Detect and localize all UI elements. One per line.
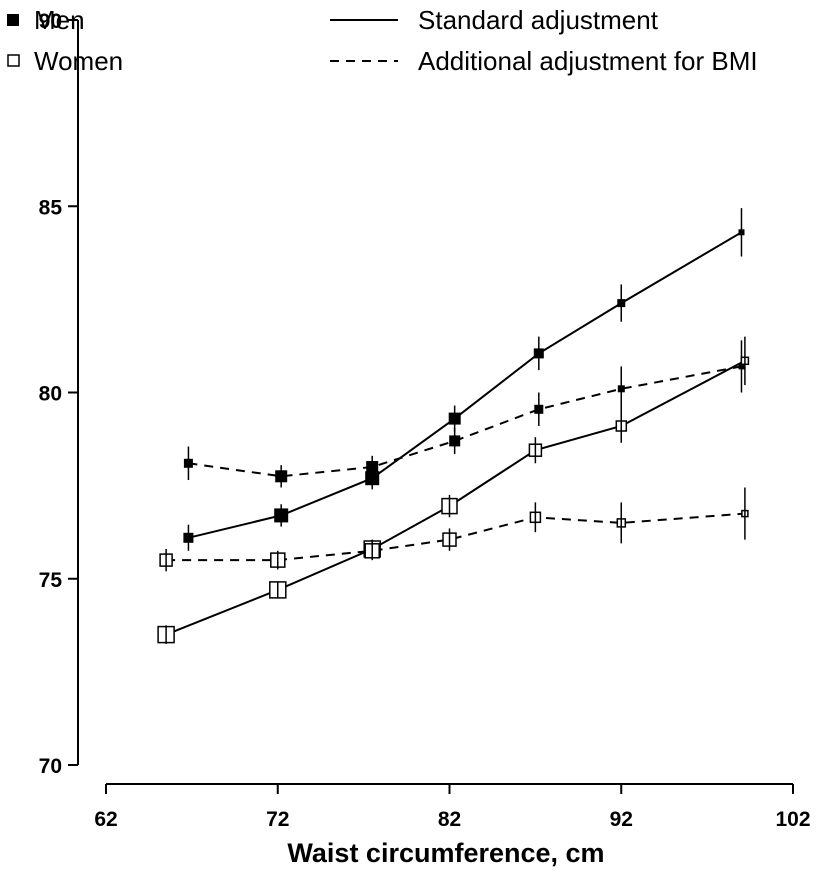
y-tick-label: 90 <box>39 10 62 33</box>
y-tick-label: 80 <box>39 383 62 406</box>
data-point <box>533 348 544 359</box>
legend: Men Women Standard adjustment Additional… <box>7 5 758 76</box>
data-point <box>617 299 626 308</box>
series-line-men-solid <box>188 231 743 539</box>
series-men-solid <box>183 208 745 551</box>
data-point <box>534 404 544 414</box>
x-tick-label: 62 <box>94 808 117 831</box>
data-point <box>275 470 288 483</box>
y-tick-label: 85 <box>39 196 63 219</box>
data-point <box>274 508 289 523</box>
x-axis-title: Waist circumference, cm <box>287 838 604 868</box>
data-point <box>183 458 193 468</box>
series-women-solid <box>157 336 750 644</box>
series-line-men-dashed <box>188 365 742 478</box>
legend-label-women: Women <box>34 46 123 76</box>
legend-marker-men <box>7 14 19 26</box>
legend-label-men: Men <box>34 5 85 35</box>
series-men-dashed <box>183 340 745 488</box>
x-tick-label: 92 <box>610 808 633 831</box>
legend-label-standard: Standard adjustment <box>418 5 659 35</box>
y-tick-label: 70 <box>39 755 62 778</box>
x-tick-label: 72 <box>266 808 289 831</box>
x-tick-label: 82 <box>438 808 461 831</box>
data-point <box>738 363 745 370</box>
series-women-dashed <box>159 487 749 572</box>
data-point <box>183 532 194 543</box>
plot-area <box>157 208 750 644</box>
y-tick-label: 75 <box>39 569 63 592</box>
data-point <box>617 385 625 393</box>
data-point <box>448 412 461 425</box>
data-point <box>366 461 379 473</box>
legend-marker-women <box>7 54 20 67</box>
data-point <box>449 435 461 447</box>
x-tick-label: 102 <box>775 808 810 831</box>
legend-label-bmi: Additional adjustment for BMI <box>418 46 758 76</box>
data-point <box>365 471 380 486</box>
axes: 62 72 82 92 102 70 75 80 85 90 <box>39 10 811 831</box>
data-point <box>738 229 745 236</box>
series-line-women-solid <box>165 359 746 636</box>
